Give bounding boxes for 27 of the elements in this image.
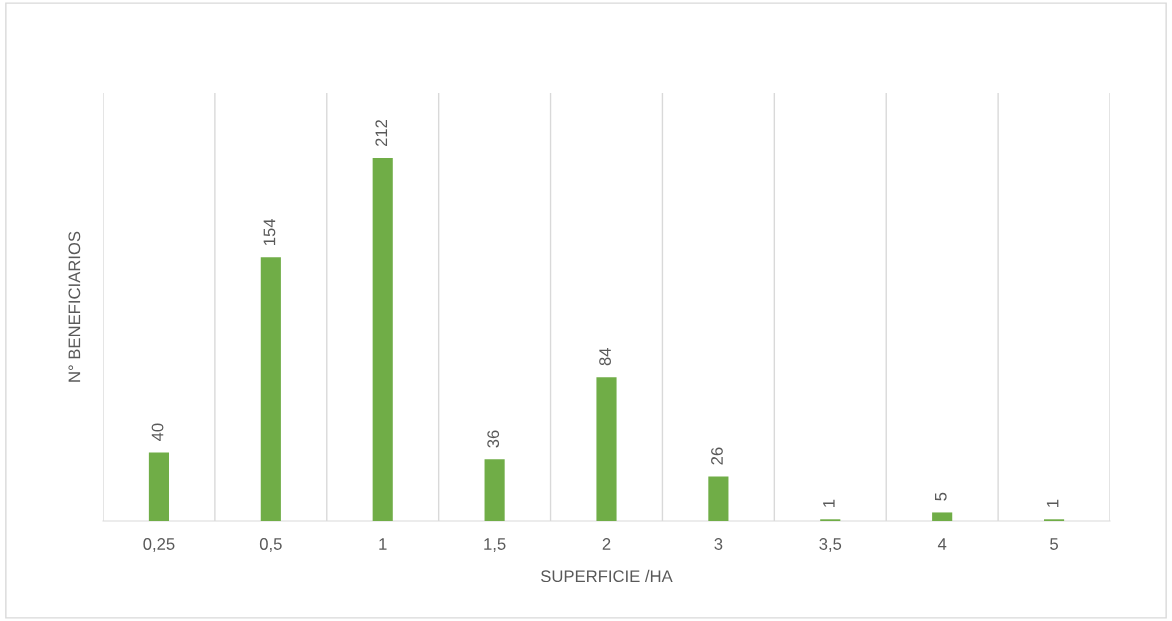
- x-tick-label: 4: [937, 538, 947, 550]
- data-label: 212: [375, 119, 388, 147]
- data-label: 5: [935, 492, 947, 501]
- y-axis-title: N° BENEFICIARIOS: [68, 231, 81, 382]
- data-label: 36: [487, 430, 500, 448]
- x-tick-label: 3: [714, 538, 723, 550]
- bar: [932, 512, 953, 521]
- data-label: 84: [599, 348, 611, 366]
- data-label: 1: [1046, 499, 1059, 507]
- bar: [260, 257, 281, 521]
- x-tick-label: 0,5: [259, 538, 282, 552]
- x-tick-label: 5: [1050, 538, 1058, 550]
- bar: [484, 459, 505, 521]
- x-tick-label: 0,25: [143, 538, 175, 552]
- x-tick-label: 2: [602, 538, 611, 550]
- x-tick-label: 1: [379, 538, 387, 550]
- x-axis-title: SUPERFICIE /HA: [541, 569, 673, 583]
- bar: [708, 476, 729, 521]
- x-tick-label: 1,5: [484, 538, 506, 552]
- bar: [148, 452, 170, 521]
- bar: [596, 377, 617, 521]
- data-label: 154: [263, 218, 276, 245]
- data-label: 1: [823, 499, 835, 507]
- data-label: 26: [711, 447, 723, 465]
- bar: [372, 158, 393, 521]
- x-tick-label: 3,5: [819, 538, 842, 552]
- data-label: 40: [151, 423, 164, 442]
